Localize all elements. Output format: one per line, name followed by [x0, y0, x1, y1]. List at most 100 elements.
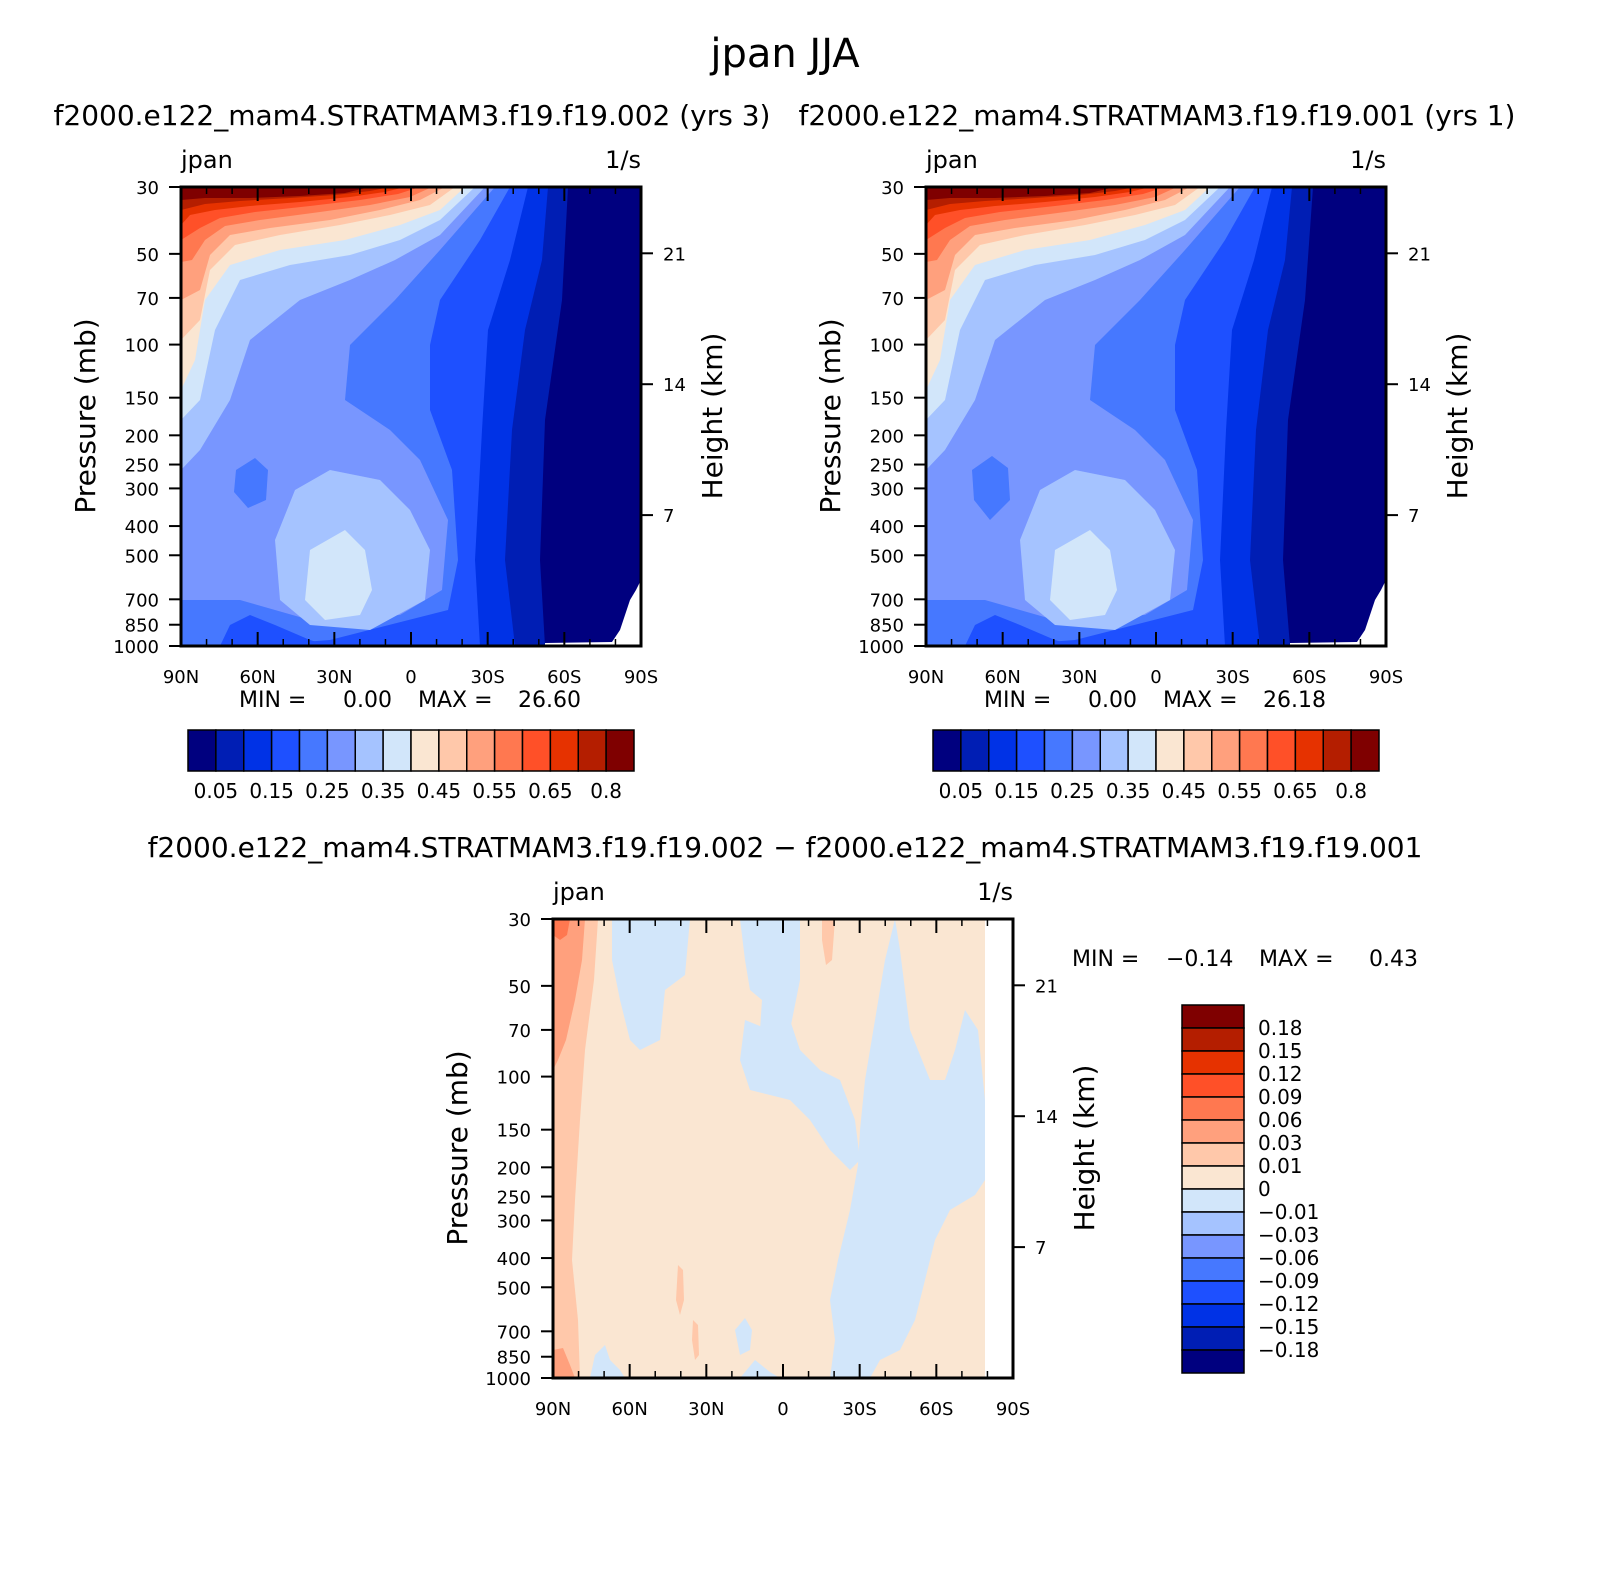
colorbar-tick-label: 0.09	[1258, 1085, 1303, 1109]
diff-level-pos-2	[553, 1348, 575, 1378]
panel-right-colorbar: 0.05 0.15 0.25 0.35 0.45 0.55 0.65 0.8	[932, 729, 1380, 803]
y-tick-label: 150	[870, 389, 904, 410]
colorbar-tick-label: 0.12	[1258, 1062, 1303, 1086]
y-right-tick-label: 14	[663, 375, 686, 396]
colorbar-box	[382, 729, 412, 772]
panel-diff-max-label: MAX =	[1259, 947, 1334, 972]
colorbar-box	[1181, 1096, 1245, 1121]
field-level-16	[181, 187, 370, 200]
y-tick-label: 700	[870, 590, 904, 611]
colorbar-box	[1071, 729, 1101, 772]
field-level-4b	[972, 456, 1010, 520]
field-level-7	[181, 187, 485, 630]
y-right-tick-label: 7	[1035, 1238, 1046, 1259]
panel-left-ylabel: Pressure (mb)	[69, 318, 102, 513]
panel-left-max-value: 26.60	[518, 688, 581, 713]
colorbar-box	[1181, 1119, 1245, 1144]
colorbar-tick-label: 0.55	[1217, 779, 1262, 803]
colorbar-tick-label: 0.06	[1258, 1108, 1303, 1132]
x-tick-label: 90S	[624, 667, 658, 688]
panel-diff-colorbar: 0.180.150.120.090.060.030.010−0.01−0.03−…	[1181, 1004, 1319, 1374]
colorbar-box	[1181, 1188, 1245, 1213]
colorbar-tick-label: 0.45	[1162, 779, 1207, 803]
colorbar-tick-label: 0.65	[1273, 779, 1318, 803]
y-tick-label: 50	[508, 977, 531, 998]
panel-left-title: f2000.e122_mam4.STRATMAM3.f19.f19.002 (y…	[54, 99, 771, 132]
colorbar-tick-label: −0.06	[1258, 1246, 1319, 1270]
x-tick-label: 30S	[470, 667, 504, 688]
y-tick-label: 1000	[858, 637, 904, 658]
y-tick-label: 50	[881, 245, 904, 266]
colorbar-box	[1322, 729, 1352, 772]
panel-diff-units: 1/s	[977, 878, 1013, 906]
colorbar-box	[1181, 1326, 1245, 1351]
x-tick-label: 30S	[1215, 667, 1249, 688]
colorbar-tick-label: 0.65	[528, 779, 573, 803]
colorbar-box	[1181, 1211, 1245, 1236]
y-tick-label: 150	[497, 1121, 531, 1142]
x-tick-label: 90N	[163, 667, 199, 688]
x-tick-label: 30N	[316, 667, 352, 688]
colorbar-box	[1181, 1004, 1245, 1029]
field-level-7	[926, 187, 1230, 630]
y-right-tick-label: 21	[1035, 976, 1058, 997]
colorbar-box	[354, 729, 384, 772]
y-tick-label: 30	[508, 910, 531, 931]
field-level-4b	[234, 458, 268, 508]
colorbar-tick-label: −0.01	[1258, 1200, 1319, 1224]
panel-diff: f2000.e122_mam4.STRATMAM3.f19.f19.002 − …	[148, 831, 1423, 1420]
panel-right-field	[926, 187, 1386, 646]
colorbar-box	[988, 729, 1018, 772]
colorbar-tick-label: 0.18	[1258, 1016, 1303, 1040]
field-level-16	[926, 187, 1115, 200]
diff-level-neg-small	[590, 1345, 625, 1378]
colorbar-tick-label: 0.8	[1335, 779, 1367, 803]
x-tick-label: 60S	[1292, 667, 1326, 688]
colorbar-tick-label: 0.15	[994, 779, 1039, 803]
colorbar-tick-label: 0.35	[1106, 779, 1151, 803]
colorbar-box	[1181, 1027, 1245, 1052]
panel-right-ylabel: Pressure (mb)	[814, 318, 847, 513]
colorbar-box	[438, 729, 468, 772]
y-right-tick-label: 21	[663, 244, 686, 265]
colorbar-box	[243, 729, 273, 772]
colorbar-box	[1238, 729, 1269, 772]
colorbar-box	[1181, 1050, 1245, 1075]
colorbar-box	[1266, 729, 1297, 772]
diff-level-pos-2	[553, 919, 585, 1070]
y-tick-label: 100	[497, 1068, 531, 1089]
colorbar-tick-label: 0.05	[939, 779, 984, 803]
colorbar-box	[1015, 729, 1046, 772]
y-tick-label: 500	[497, 1278, 531, 1299]
panel-diff-min-label: MIN =	[1072, 947, 1139, 972]
colorbar-box	[298, 729, 329, 772]
diff-level-pos-1	[822, 919, 835, 965]
x-tick-label: 30S	[842, 1399, 876, 1420]
y-tick-label: 200	[125, 426, 159, 447]
panel-left-axes: 90N 60N 30N 0 30S 60S 90S 30 50 70 100 150 200 250300…	[113, 178, 686, 688]
x-tick-label: 60N	[611, 1399, 647, 1420]
colorbar-tick-label: 0.25	[1050, 779, 1095, 803]
panel-diff-ylabel-right: Height (km)	[1068, 1065, 1101, 1232]
panel-right-max-value: 26.18	[1263, 688, 1326, 713]
panel-diff-ylabel: Pressure (mb)	[441, 1050, 474, 1245]
x-tick-label: 60N	[239, 667, 275, 688]
x-tick-label: 90N	[535, 1399, 571, 1420]
colorbar-box	[932, 729, 962, 772]
panel-diff-field	[553, 919, 1013, 1378]
colorbar-box	[1181, 1349, 1245, 1374]
y-tick-label: 400	[497, 1249, 531, 1270]
colorbar-box	[326, 729, 356, 772]
colorbar-tick-label: 0.35	[361, 779, 406, 803]
y-tick-label: 300	[497, 1211, 531, 1232]
panel-left-units: 1/s	[605, 146, 641, 174]
y-tick-label: 30	[136, 178, 159, 199]
panel-right-min-value: 0.00	[1088, 688, 1137, 713]
field-missing	[1290, 580, 1386, 646]
y-tick-label: 200	[497, 1158, 531, 1179]
x-tick-label: 30N	[688, 1399, 724, 1420]
y-tick-label: 400	[870, 517, 904, 538]
panel-left: f2000.e122_mam4.STRATMAM3.f19.f19.002 (y…	[54, 99, 771, 803]
y-tick-label: 250	[870, 456, 904, 477]
colorbar-box	[215, 729, 245, 772]
